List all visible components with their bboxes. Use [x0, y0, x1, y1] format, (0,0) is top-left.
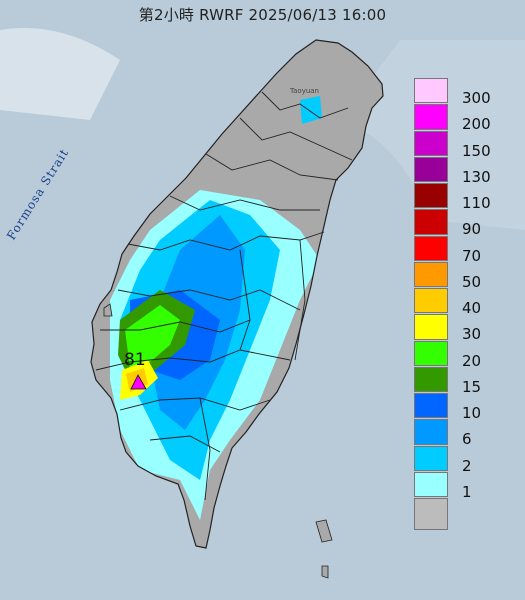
legend-item: 110 — [414, 183, 506, 212]
legend-item: 10 — [414, 393, 506, 422]
legend-label: 150 — [462, 141, 491, 160]
legend-item: 1 — [414, 471, 506, 501]
legend-item: 90 — [414, 209, 506, 239]
island-green — [315, 519, 333, 543]
island-penghu — [103, 303, 113, 317]
coastline — [90, 39, 384, 549]
legend-item: 2 — [414, 445, 506, 475]
legend-swatch — [414, 104, 448, 130]
legend-swatch — [414, 393, 448, 419]
legend-swatch — [414, 288, 448, 314]
legend-label: 10 — [462, 404, 482, 422]
legend-label: 1 — [462, 482, 472, 501]
legend-label: 30 — [462, 325, 482, 344]
legend-item: 130 — [414, 156, 506, 186]
map-title: 第2小時 RWRF 2025/06/13 16:00 — [138, 6, 387, 24]
legend-item-bottom — [414, 498, 506, 530]
legend-swatch — [414, 340, 448, 366]
legend-label: 130 — [462, 167, 491, 186]
legend-swatch — [414, 156, 448, 182]
cloud-patch — [0, 28, 120, 120]
legend-swatch — [414, 261, 448, 287]
legend-swatch — [414, 183, 448, 209]
legend-label: 110 — [462, 194, 491, 212]
legend-label: 6 — [462, 430, 472, 449]
legend-item: 40 — [414, 288, 506, 317]
legend-label: 50 — [462, 272, 482, 291]
legend-swatch — [414, 445, 448, 471]
legend-swatch — [414, 471, 448, 497]
max-value-label: 81 — [124, 350, 146, 370]
legend-label: 70 — [462, 246, 482, 265]
county-boundaries — [95, 91, 353, 501]
legend-item: 15 — [414, 366, 506, 396]
rain-north — [300, 96, 322, 124]
legend-label: 300 — [462, 89, 491, 107]
triangle-icon — [130, 374, 147, 390]
legend-label: 15 — [462, 377, 482, 396]
legend-item: 6 — [414, 419, 506, 449]
rainfall-legend: 300 200 150 130 110 90 70 50 40 30 20 15 10 6 2 1 — [414, 78, 506, 530]
island-orchid — [321, 565, 329, 579]
legend-swatch — [414, 78, 448, 104]
city-label: Taoyuan — [290, 87, 319, 95]
legend-swatch — [414, 419, 448, 445]
legend-label: 2 — [462, 456, 472, 475]
legend-swatch — [414, 366, 448, 392]
legend-label: 40 — [462, 299, 482, 317]
legend-item: 30 — [414, 314, 506, 344]
legend-item: 300 — [414, 78, 506, 107]
legend-label: 20 — [462, 351, 482, 370]
legend-item: 150 — [414, 130, 506, 160]
legend-swatch — [414, 235, 448, 261]
legend-label: 200 — [462, 115, 491, 134]
legend-swatch — [414, 314, 448, 340]
legend-label: 90 — [462, 220, 482, 239]
legend-swatch — [414, 209, 448, 235]
legend-swatch-bottom — [414, 498, 448, 530]
rain-20mm — [125, 305, 180, 368]
legend-item: 200 — [414, 104, 506, 134]
legend-item: 20 — [414, 340, 506, 370]
legend-item: 50 — [414, 261, 506, 291]
legend-swatch — [414, 130, 448, 156]
legend-item: 70 — [414, 235, 506, 265]
